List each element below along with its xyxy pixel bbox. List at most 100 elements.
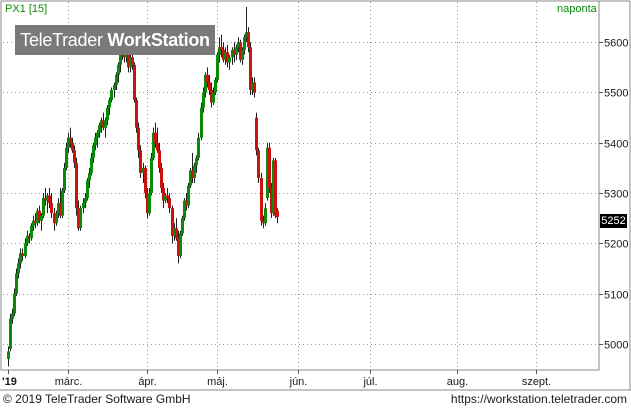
candle-down	[255, 112, 258, 156]
candle-up	[235, 44, 238, 60]
candle-body	[158, 150, 161, 168]
candle-up	[218, 37, 221, 63]
candle-up	[30, 223, 33, 241]
candle-body	[82, 203, 85, 209]
chart-grid	[3, 2, 597, 369]
candle-body	[84, 198, 87, 204]
candle-up	[117, 62, 120, 83]
candle-down	[177, 230, 180, 264]
last-price-badge: 5252	[600, 214, 627, 228]
x-tick-label: jún.	[289, 376, 308, 388]
candle-up	[86, 177, 89, 201]
candle-body	[239, 42, 242, 60]
candle-body	[94, 137, 97, 146]
candle-up	[11, 308, 14, 324]
candle-up	[251, 77, 254, 96]
candle-down	[154, 122, 157, 148]
candle-down	[75, 157, 78, 216]
candle-body	[195, 157, 198, 166]
chart-plot-border	[0, 0, 600, 371]
candle-body	[189, 170, 192, 186]
candle-up	[42, 193, 45, 219]
candle-body	[55, 213, 58, 224]
candle-body	[48, 195, 51, 204]
candle-body	[193, 165, 196, 178]
candle-body	[183, 200, 186, 219]
candle-body	[202, 92, 205, 108]
candle-up	[113, 82, 116, 98]
candle-down	[144, 165, 147, 199]
candle-up	[193, 162, 196, 183]
candle-up	[32, 215, 35, 231]
candle-body	[133, 64, 136, 101]
candle-body	[262, 220, 265, 224]
candle-body	[44, 198, 47, 201]
candle-body	[272, 160, 275, 214]
copyright-text: © 2019 TeleTrader Software GmbH	[3, 392, 191, 406]
candle-up	[214, 77, 217, 96]
candle-up	[119, 52, 122, 73]
candle-body	[96, 132, 99, 138]
candle-down	[102, 112, 105, 131]
candle-body	[46, 195, 49, 201]
candle-up	[94, 132, 97, 151]
candle-up	[173, 223, 176, 241]
candle-body	[110, 89, 113, 101]
candle-body	[73, 150, 76, 163]
candle-up	[241, 47, 244, 65]
candle-down	[77, 200, 80, 231]
candle-up	[40, 213, 43, 231]
candle-up	[272, 157, 275, 216]
candle-up	[189, 167, 192, 189]
candle-body	[11, 313, 14, 319]
candle-up	[216, 52, 219, 83]
candle-body	[144, 167, 147, 194]
candle-up	[104, 117, 107, 138]
candle-body	[53, 213, 56, 224]
candle-down	[48, 188, 51, 209]
candle-up	[200, 102, 203, 141]
candle-up	[46, 193, 49, 214]
candle-down	[21, 248, 24, 261]
candle-down	[276, 208, 279, 224]
candle-body	[152, 132, 155, 158]
candle-down	[156, 127, 159, 153]
candle-up	[245, 7, 248, 43]
footer-link[interactable]: https://workstation.teletrader.com	[450, 392, 627, 406]
candle-up	[204, 72, 207, 98]
candle-body	[104, 120, 107, 128]
candle-up	[65, 142, 68, 171]
candle-body	[251, 82, 254, 90]
candle-body	[200, 107, 203, 138]
candle-up	[57, 198, 60, 219]
candle-body	[42, 198, 45, 216]
candle-body	[113, 84, 116, 90]
logo-product: WorkStation	[107, 30, 210, 50]
candle-body	[233, 49, 236, 55]
candle-body	[241, 49, 244, 60]
candle-up	[228, 54, 231, 70]
candle-body	[212, 92, 215, 103]
candle-body	[137, 127, 140, 151]
candle-body	[257, 150, 260, 178]
candle-body	[115, 74, 118, 85]
candle-up	[61, 188, 64, 219]
candle-body	[13, 293, 16, 314]
candle-body	[142, 167, 145, 173]
candle-up	[82, 198, 85, 214]
candle-up	[179, 230, 182, 259]
footer: © 2019 TeleTrader Software GmbH https://…	[0, 391, 631, 408]
candle-up	[79, 205, 82, 231]
candle-body	[59, 203, 62, 216]
candle-body	[237, 42, 240, 48]
candle-down	[137, 122, 140, 158]
candle-body	[119, 54, 122, 65]
candle-body	[168, 198, 171, 209]
candle-body	[102, 120, 105, 128]
candle-down	[208, 74, 211, 96]
candle-body	[206, 74, 209, 83]
candle-body	[71, 142, 74, 151]
candle-down	[171, 205, 174, 244]
candle-down	[28, 233, 31, 244]
